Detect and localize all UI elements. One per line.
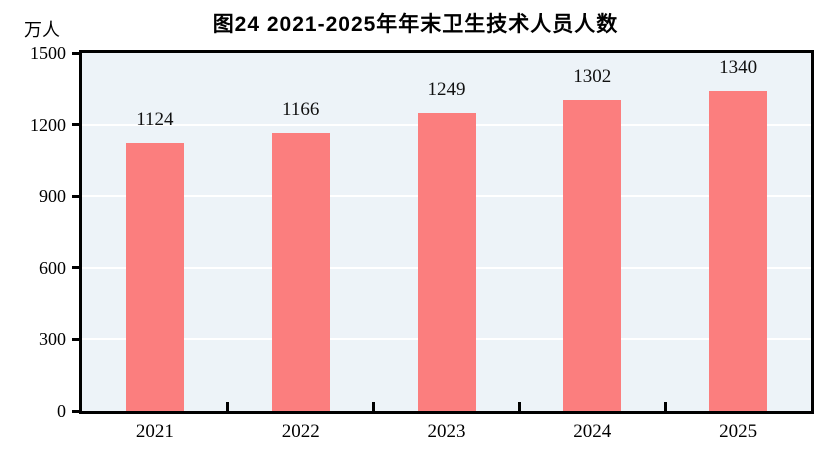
x-axis-label: 2024 [573, 421, 612, 442]
y-tick-label: 1500 [30, 43, 66, 63]
bar [271, 132, 330, 411]
y-tick-label: 900 [39, 186, 66, 207]
bar-value-label: 1249 [427, 78, 466, 100]
chart-title: 图24 2021-2025年年末卫生技术人员人数 [212, 13, 619, 36]
y-tick-mark [72, 409, 79, 413]
bar-value-label: 1166 [282, 98, 320, 120]
bar-value-label: 1302 [573, 66, 612, 88]
bar-value-label: 1340 [719, 57, 758, 79]
x-tick-mark [372, 402, 376, 411]
y-tick-label: 1200 [30, 114, 66, 135]
y-tick-mark [72, 194, 79, 198]
y-tick-label: 300 [39, 329, 66, 350]
x-axis-label: 2023 [427, 421, 466, 442]
x-axis-label: 2022 [281, 421, 320, 442]
y-tick-mark [72, 337, 79, 341]
y-axis-unit-label: 万人 [24, 20, 60, 40]
y-tick-mark [72, 51, 79, 55]
bar-value-label: 1124 [136, 108, 174, 130]
y-tick-label: 0 [57, 401, 66, 421]
y-tick-mark [72, 266, 79, 270]
plot-area: 1124 1166 1249 1302 1340 [79, 50, 814, 414]
x-axis-label: 2021 [135, 421, 174, 442]
x-tick-mark [663, 402, 667, 411]
x-tick-mark [226, 402, 230, 411]
y-tick-mark [72, 123, 79, 127]
x-axis-label: 2025 [719, 421, 758, 442]
bar [417, 112, 476, 411]
y-tick-label: 600 [39, 257, 66, 278]
bar [563, 100, 622, 411]
x-tick-mark [517, 402, 521, 411]
bar [125, 142, 184, 411]
bar [709, 91, 768, 411]
